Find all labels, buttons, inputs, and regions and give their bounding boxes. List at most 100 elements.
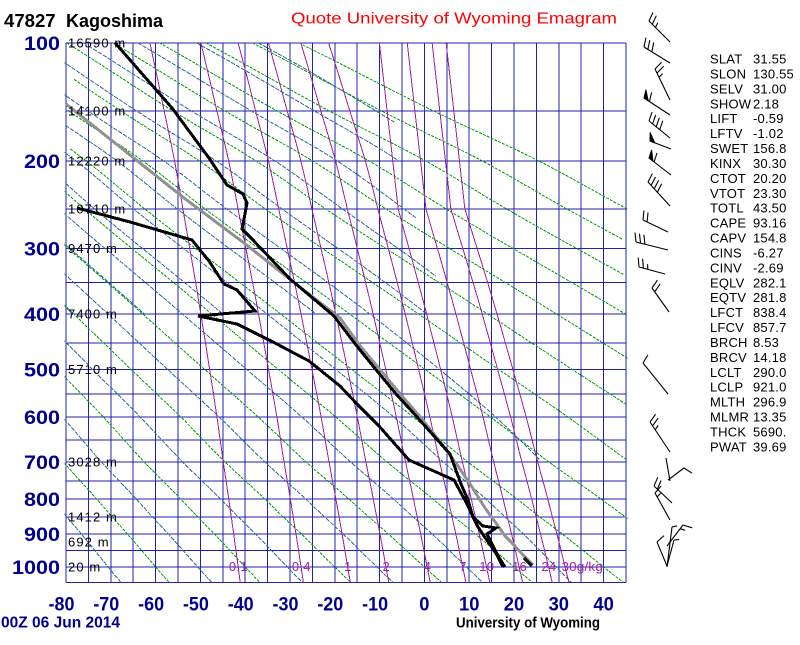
svg-text:-30: -30 bbox=[273, 595, 299, 616]
svg-text:BRCV: BRCV bbox=[710, 350, 747, 365]
svg-text:282.1: 282.1 bbox=[753, 275, 787, 290]
svg-text:9470 m: 9470 m bbox=[68, 241, 118, 256]
svg-text:20.20: 20.20 bbox=[753, 171, 787, 186]
svg-text:8.53: 8.53 bbox=[753, 335, 779, 350]
svg-text:CTOT: CTOT bbox=[710, 171, 746, 186]
svg-text:KINX: KINX bbox=[710, 156, 741, 171]
svg-text:-1.02: -1.02 bbox=[753, 126, 784, 141]
svg-text:1: 1 bbox=[344, 559, 352, 574]
svg-text:800: 800 bbox=[24, 489, 60, 511]
svg-text:20 m: 20 m bbox=[68, 560, 101, 575]
svg-text:Kagoshima: Kagoshima bbox=[66, 11, 164, 31]
svg-text:10: 10 bbox=[459, 595, 479, 616]
svg-text:13.35: 13.35 bbox=[753, 410, 787, 425]
svg-text:39.69: 39.69 bbox=[753, 439, 787, 454]
svg-text:MLMR: MLMR bbox=[710, 410, 749, 425]
svg-text:296.9: 296.9 bbox=[753, 395, 787, 410]
svg-text:-2.69: -2.69 bbox=[753, 260, 784, 275]
svg-text:30.30: 30.30 bbox=[753, 156, 787, 171]
svg-text:SHOW: SHOW bbox=[710, 96, 752, 111]
svg-text:0.1: 0.1 bbox=[229, 559, 248, 574]
svg-text:5710 m: 5710 m bbox=[68, 362, 118, 377]
svg-text:-50: -50 bbox=[183, 595, 209, 616]
svg-text:SELV: SELV bbox=[710, 81, 743, 96]
svg-text:23.30: 23.30 bbox=[753, 186, 787, 201]
svg-text:10: 10 bbox=[479, 559, 494, 574]
svg-text:0: 0 bbox=[419, 595, 429, 616]
svg-text:7400 m: 7400 m bbox=[68, 306, 118, 321]
svg-text:30: 30 bbox=[549, 595, 569, 616]
svg-text:300: 300 bbox=[24, 238, 60, 260]
svg-text:-60: -60 bbox=[138, 595, 164, 616]
svg-text:93.16: 93.16 bbox=[753, 216, 787, 231]
svg-text:LCLT: LCLT bbox=[710, 365, 742, 380]
svg-text:921.0: 921.0 bbox=[753, 380, 787, 395]
svg-text:LIFT: LIFT bbox=[710, 111, 738, 126]
svg-text:47827: 47827 bbox=[4, 11, 56, 31]
svg-text:40: 40 bbox=[593, 595, 613, 616]
svg-text:12220 m: 12220 m bbox=[68, 154, 126, 169]
svg-text:31.00: 31.00 bbox=[753, 81, 787, 96]
svg-text:130.55: 130.55 bbox=[753, 66, 794, 81]
svg-text:2.18: 2.18 bbox=[753, 96, 779, 111]
svg-text:16590 m: 16590 m bbox=[68, 35, 126, 50]
svg-text:24: 24 bbox=[541, 559, 556, 574]
svg-text:EQLV: EQLV bbox=[710, 275, 745, 290]
svg-text:400: 400 bbox=[24, 304, 60, 326]
svg-text:1000: 1000 bbox=[12, 557, 60, 579]
svg-text:Quote University of Wyoming Em: Quote University of Wyoming Emagram bbox=[291, 11, 617, 28]
svg-text:10710 m: 10710 m bbox=[68, 202, 126, 217]
svg-text:20: 20 bbox=[504, 595, 524, 616]
svg-text:LFTV: LFTV bbox=[710, 126, 743, 141]
svg-text:-20: -20 bbox=[317, 595, 343, 616]
svg-text:5690.: 5690. bbox=[753, 425, 787, 440]
svg-text:500: 500 bbox=[24, 359, 60, 381]
svg-text:-0.59: -0.59 bbox=[753, 111, 784, 126]
svg-text:838.4: 838.4 bbox=[753, 305, 787, 320]
svg-text:3028 m: 3028 m bbox=[68, 454, 118, 469]
svg-text:VTOT: VTOT bbox=[710, 186, 745, 201]
svg-text:00Z 06 Jun 2014: 00Z 06 Jun 2014 bbox=[1, 615, 120, 632]
svg-text:43.50: 43.50 bbox=[753, 201, 787, 216]
svg-text:BRCH: BRCH bbox=[710, 335, 748, 350]
svg-text:14.18: 14.18 bbox=[753, 350, 787, 365]
svg-text:CAPV: CAPV bbox=[710, 231, 746, 246]
svg-text:-10: -10 bbox=[362, 595, 388, 616]
svg-text:MLTH: MLTH bbox=[710, 395, 745, 410]
svg-text:PWAT: PWAT bbox=[710, 439, 747, 454]
svg-text:-80: -80 bbox=[49, 595, 75, 616]
svg-text:281.8: 281.8 bbox=[753, 290, 787, 305]
svg-text:SLON: SLON bbox=[710, 66, 746, 81]
svg-text:700: 700 bbox=[24, 452, 60, 474]
svg-text:THCK: THCK bbox=[710, 425, 746, 440]
svg-text:600: 600 bbox=[24, 407, 60, 429]
svg-text:154.8: 154.8 bbox=[753, 231, 787, 246]
svg-text:LFCV: LFCV bbox=[710, 320, 744, 335]
svg-text:-40: -40 bbox=[228, 595, 254, 616]
svg-text:CAPE: CAPE bbox=[710, 216, 746, 231]
svg-text:CINV: CINV bbox=[710, 260, 742, 275]
svg-text:100: 100 bbox=[24, 33, 60, 55]
svg-text:SLAT: SLAT bbox=[710, 52, 742, 67]
svg-text:290.0: 290.0 bbox=[753, 365, 787, 380]
svg-text:692 m: 692 m bbox=[68, 535, 110, 550]
svg-text:156.8: 156.8 bbox=[753, 141, 787, 156]
svg-text:CINS: CINS bbox=[710, 245, 742, 260]
svg-text:SWET: SWET bbox=[710, 141, 748, 156]
svg-text:-70: -70 bbox=[93, 595, 119, 616]
svg-text:LFCT: LFCT bbox=[710, 305, 743, 320]
svg-text:30g/kg: 30g/kg bbox=[562, 559, 604, 574]
svg-text:EQTV: EQTV bbox=[710, 290, 746, 305]
svg-text:200: 200 bbox=[24, 151, 60, 173]
svg-text:University of Wyoming: University of Wyoming bbox=[456, 615, 600, 632]
svg-text:857.7: 857.7 bbox=[753, 320, 787, 335]
svg-text:4: 4 bbox=[424, 559, 432, 574]
svg-text:LCLP: LCLP bbox=[710, 380, 743, 395]
svg-text:TOTL: TOTL bbox=[710, 201, 744, 216]
svg-text:31.55: 31.55 bbox=[753, 52, 787, 67]
svg-text:2: 2 bbox=[382, 559, 390, 574]
svg-text:16: 16 bbox=[512, 559, 527, 574]
svg-text:900: 900 bbox=[24, 524, 60, 546]
svg-text:-6.27: -6.27 bbox=[753, 245, 784, 260]
svg-text:7: 7 bbox=[459, 559, 467, 574]
